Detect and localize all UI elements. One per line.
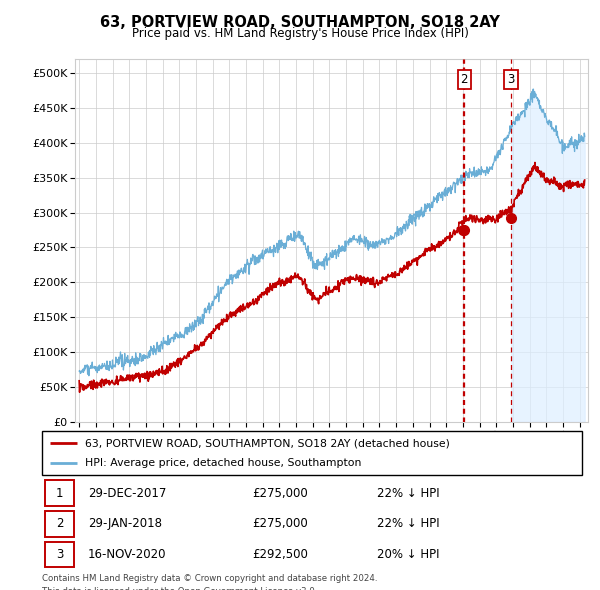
Text: 1: 1 — [56, 487, 64, 500]
Text: This data is licensed under the Open Government Licence v3.0.: This data is licensed under the Open Gov… — [42, 587, 317, 590]
Text: 22% ↓ HPI: 22% ↓ HPI — [377, 517, 439, 530]
Text: 3: 3 — [56, 548, 63, 561]
Text: 16-NOV-2020: 16-NOV-2020 — [88, 548, 166, 561]
Text: 63, PORTVIEW ROAD, SOUTHAMPTON, SO18 2AY (detached house): 63, PORTVIEW ROAD, SOUTHAMPTON, SO18 2AY… — [85, 438, 450, 448]
Text: 20% ↓ HPI: 20% ↓ HPI — [377, 548, 439, 561]
Text: 29-JAN-2018: 29-JAN-2018 — [88, 517, 162, 530]
Text: £275,000: £275,000 — [253, 517, 308, 530]
Text: 29-DEC-2017: 29-DEC-2017 — [88, 487, 166, 500]
Text: 22% ↓ HPI: 22% ↓ HPI — [377, 487, 439, 500]
FancyBboxPatch shape — [45, 542, 74, 568]
Text: Contains HM Land Registry data © Crown copyright and database right 2024.: Contains HM Land Registry data © Crown c… — [42, 574, 377, 583]
Text: Price paid vs. HM Land Registry's House Price Index (HPI): Price paid vs. HM Land Registry's House … — [131, 27, 469, 40]
Text: 2: 2 — [56, 517, 64, 530]
FancyBboxPatch shape — [45, 511, 74, 537]
Text: £275,000: £275,000 — [253, 487, 308, 500]
FancyBboxPatch shape — [42, 431, 582, 475]
Text: 3: 3 — [507, 73, 515, 86]
Text: HPI: Average price, detached house, Southampton: HPI: Average price, detached house, Sout… — [85, 458, 362, 468]
Text: 63, PORTVIEW ROAD, SOUTHAMPTON, SO18 2AY: 63, PORTVIEW ROAD, SOUTHAMPTON, SO18 2AY — [100, 15, 500, 30]
FancyBboxPatch shape — [45, 480, 74, 506]
Text: 2: 2 — [460, 73, 468, 86]
Text: £292,500: £292,500 — [253, 548, 308, 561]
